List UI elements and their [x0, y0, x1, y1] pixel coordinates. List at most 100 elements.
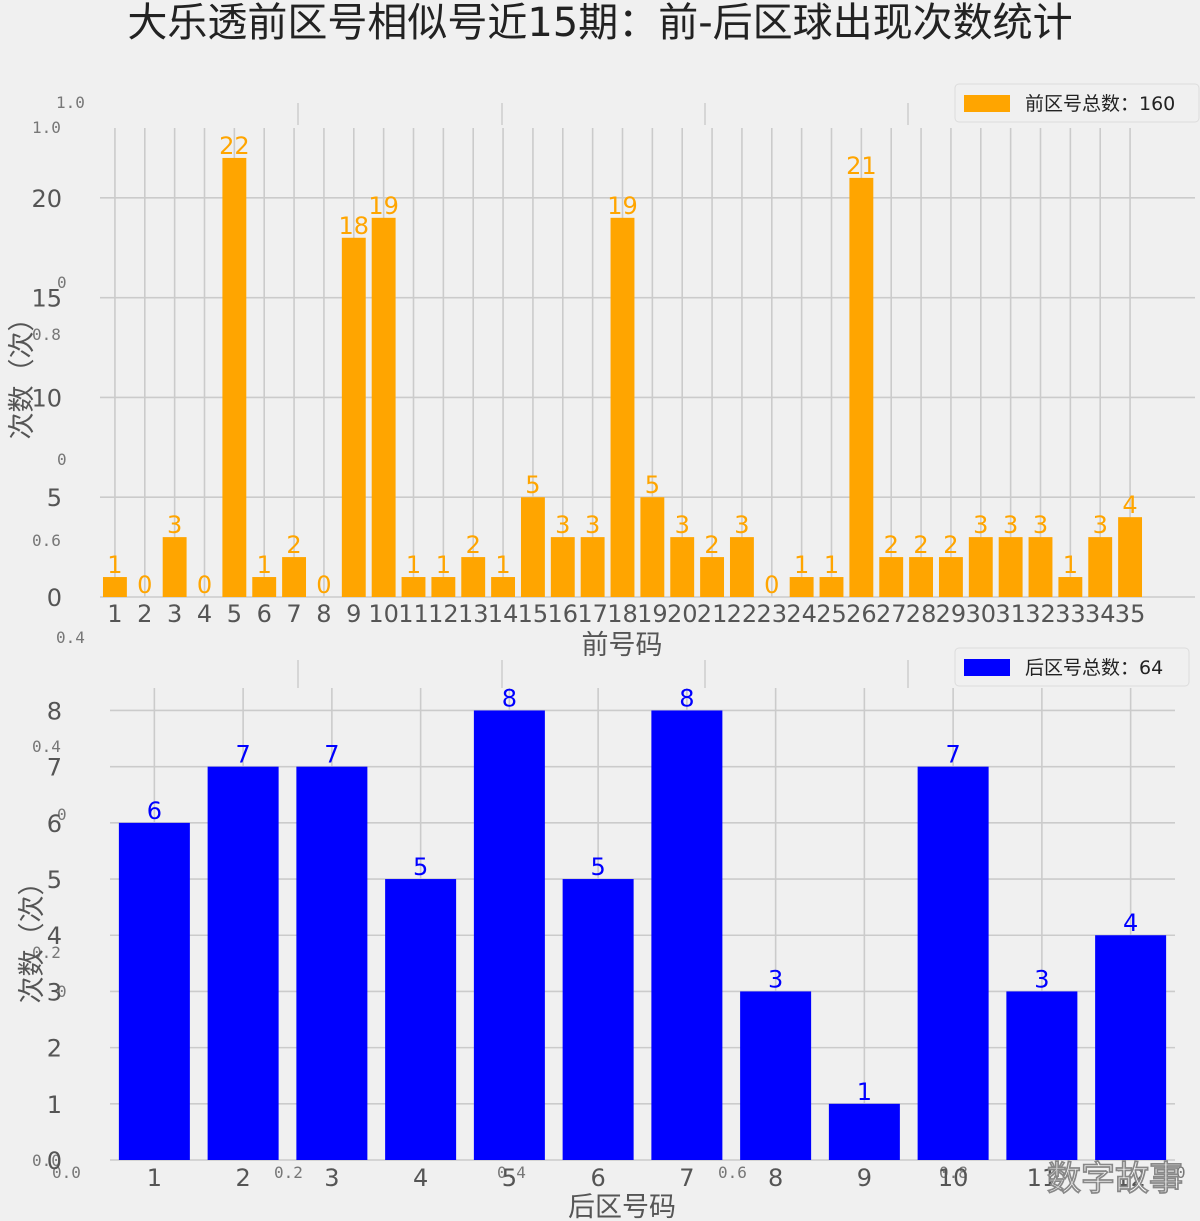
x-tick-label: 8 — [316, 600, 331, 628]
legend-swatch — [964, 659, 1010, 676]
data-label: 19 — [368, 192, 399, 220]
bar — [789, 577, 814, 597]
x-tick-label: 11 — [398, 600, 429, 628]
data-label: 3 — [1093, 511, 1108, 539]
bar — [968, 537, 993, 597]
x-tick-label: 22 — [727, 600, 758, 628]
bar — [550, 537, 575, 597]
ghost-tick-label: 0.4 — [497, 1163, 526, 1182]
data-label: 1 — [824, 551, 839, 579]
x-tick-label: 34 — [1085, 600, 1116, 628]
data-label: 1 — [495, 551, 510, 579]
ghost-tick-label: 0.6 — [32, 531, 61, 550]
y-tick-label: 0 — [47, 1147, 62, 1175]
y-tick-label: 15 — [31, 285, 62, 313]
bar — [520, 497, 545, 597]
x-tick-label: 11 — [1027, 1164, 1058, 1192]
x-tick-label: 2 — [235, 1164, 250, 1192]
x-axis-title: 后区号码 — [568, 1192, 676, 1221]
x-tick-label: 1 — [107, 600, 122, 628]
bar — [740, 991, 812, 1160]
x-tick-label: 18 — [607, 600, 638, 628]
bar — [729, 537, 754, 597]
bar — [819, 577, 844, 597]
bar — [162, 537, 187, 597]
data-label: 7 — [235, 741, 250, 769]
data-label: 6 — [147, 797, 162, 825]
y-tick-label: 3 — [47, 978, 62, 1006]
x-tick-label: 3 — [324, 1164, 339, 1192]
bar — [491, 577, 516, 597]
bar — [580, 537, 605, 597]
x-tick-label: 3 — [167, 600, 182, 628]
legend: 前区号总数：160 — [954, 83, 1200, 123]
data-label: 3 — [675, 511, 690, 539]
y-tick-label: 5 — [47, 866, 62, 894]
data-label: 19 — [607, 192, 638, 220]
data-label: 5 — [590, 853, 605, 881]
data-label: 3 — [167, 511, 182, 539]
bar — [1028, 537, 1053, 597]
ghost-tick-label: 0 — [57, 450, 67, 469]
ghost-tick-label: 0 — [57, 273, 67, 292]
ghost-tick-label: 0.2 — [274, 1163, 303, 1182]
bar — [282, 557, 307, 597]
data-label: 1 — [436, 551, 451, 579]
bar — [917, 766, 989, 1160]
bar — [1088, 537, 1113, 597]
x-tick-label: 16 — [548, 600, 579, 628]
x-tick-label: 12 — [1115, 1164, 1146, 1192]
front-zone-chart: 0510152011023304225162708189191011111221… — [7, 83, 1200, 661]
data-label: 3 — [585, 511, 600, 539]
x-tick-label: 28 — [906, 600, 937, 628]
y-tick-label: 1 — [47, 1091, 62, 1119]
data-label: 2 — [466, 531, 481, 559]
back-zone-chart: 012345678617273548556873819710311412后区号码… — [17, 647, 1190, 1221]
data-label: 3 — [1034, 965, 1049, 993]
x-tick-label: 30 — [966, 600, 997, 628]
x-tick-label: 21 — [697, 600, 728, 628]
legend-label: 前区号总数：160 — [1025, 93, 1175, 115]
x-tick-label: 14 — [488, 600, 519, 628]
y-tick-label: 2 — [47, 1035, 62, 1063]
data-label: 0 — [137, 571, 152, 599]
x-tick-label: 9 — [857, 1164, 872, 1192]
x-tick-label: 15 — [518, 600, 549, 628]
data-label: 18 — [339, 212, 370, 240]
bar — [431, 577, 456, 597]
x-tick-label: 20 — [667, 600, 698, 628]
data-label: 7 — [324, 741, 339, 769]
data-label: 5 — [413, 853, 428, 881]
data-label: 2 — [884, 531, 899, 559]
bar — [118, 822, 190, 1160]
y-tick-label: 5 — [47, 484, 62, 512]
data-label: 2 — [286, 531, 301, 559]
x-tick-label: 5 — [227, 600, 242, 628]
bar — [252, 577, 277, 597]
data-label: 0 — [764, 571, 779, 599]
data-label: 4 — [1122, 491, 1137, 519]
bar — [473, 710, 545, 1160]
x-tick-label: 23 — [757, 600, 788, 628]
y-tick-label: 6 — [47, 810, 62, 838]
x-tick-label: 19 — [637, 600, 668, 628]
x-tick-label: 1 — [147, 1164, 162, 1192]
legend-box — [954, 83, 1200, 123]
legend: 后区号总数：64 — [954, 647, 1190, 687]
x-tick-label: 6 — [257, 600, 272, 628]
chart-title: 大乐透前区号相似号近15期：前-后区球出现次数统计 — [127, 0, 1072, 46]
ghost-axes-layer: 1.01.000.800.60.40.400.200.00.0 0.2 0.4 0.6… — [32, 93, 1186, 1182]
data-label: 3 — [555, 511, 570, 539]
bar — [562, 879, 634, 1160]
bar — [401, 577, 426, 597]
x-tick-label: 33 — [1055, 600, 1086, 628]
x-tick-label: 4 — [197, 600, 212, 628]
data-label: 7 — [945, 741, 960, 769]
x-tick-label: 31 — [995, 600, 1026, 628]
x-tick-label: 29 — [936, 600, 967, 628]
x-tick-label: 4 — [413, 1164, 428, 1192]
data-label: 0 — [316, 571, 331, 599]
bar — [640, 497, 665, 597]
y-tick-label: 20 — [31, 185, 62, 213]
ghost-tick-label: 0 — [57, 805, 67, 824]
